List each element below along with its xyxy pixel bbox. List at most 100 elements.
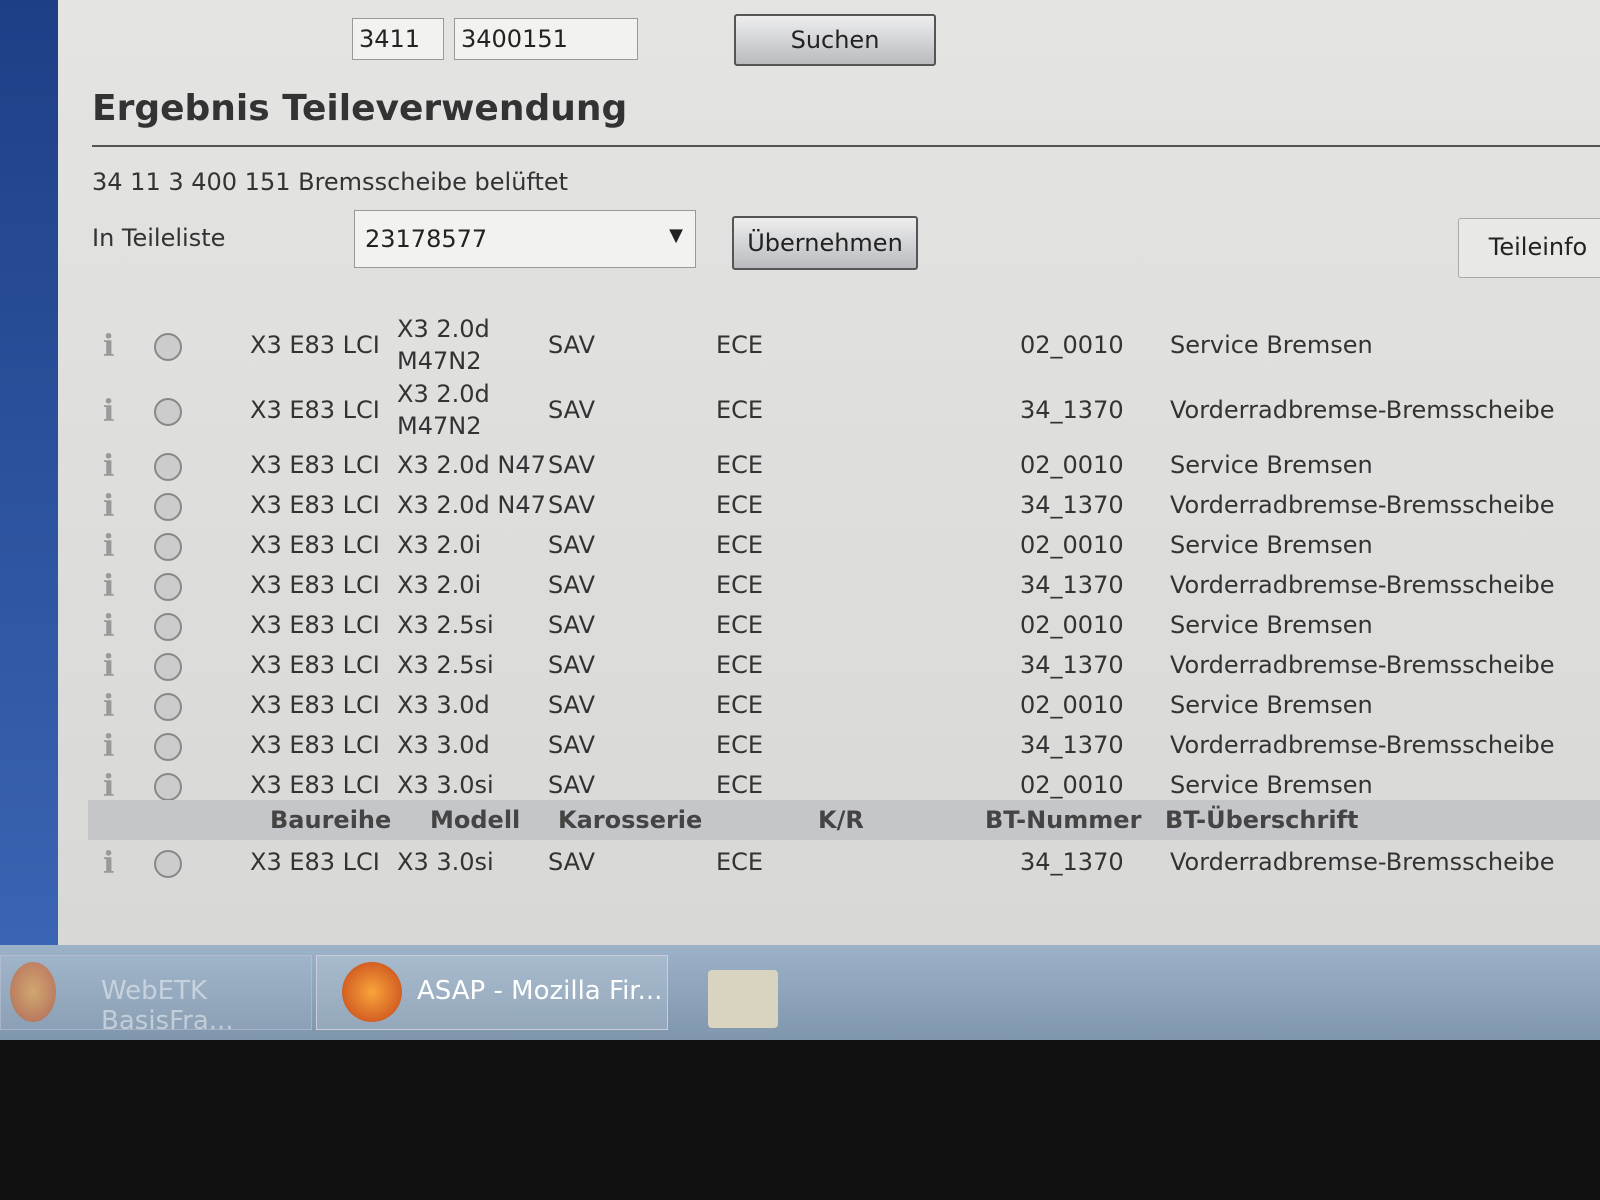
body-type: SAV [548,491,595,519]
info-icon: i [103,529,115,564]
taskbar [0,945,1600,1040]
series: X3 E83 LCI [250,531,380,559]
body-type: SAV [548,571,595,599]
info-icon: i [103,569,115,604]
market: ECE [716,396,764,424]
body-type: SAV [548,771,595,799]
model: X3 2.0d N47 [397,451,546,479]
series: X3 E83 LCI [250,331,380,359]
group-number: 02_0010 [1020,771,1124,799]
search-button[interactable]: Suchen [734,14,936,66]
info-icon: i [103,846,115,881]
body-type: SAV [548,691,595,719]
radio[interactable] [154,533,182,561]
body-type: SAV [548,531,595,559]
group-title: Service Bremsen [1170,771,1373,799]
group-title: Service Bremsen [1170,531,1373,559]
body-type: SAV [548,331,595,359]
model: X3 2.0d M47N2 [397,315,490,375]
search-field[interactable]: 3400151 [454,18,638,60]
market: ECE [716,331,764,359]
series: X3 E83 LCI [250,771,380,799]
info-icon: i [103,649,115,684]
info-icon: i [103,769,115,804]
series: X3 E83 LCI [250,848,380,876]
model: X3 2.5si [397,611,494,639]
body-type: SAV [548,731,595,759]
market: ECE [716,691,764,719]
model: X3 2.5si [397,651,494,679]
group-title: Service Bremsen [1170,611,1373,639]
folder-icon[interactable] [708,970,778,1028]
group-title: Vorderradbremse-Bremsscheibe [1170,848,1555,876]
group-number: 02_0010 [1020,451,1124,479]
radio[interactable] [154,493,182,521]
list-label: In Teileliste [92,224,226,252]
body-type: SAV [548,651,595,679]
model: X3 2.0d M47N2 [397,380,490,440]
part-description: 34 11 3 400 151 Bremsscheibe belüftet [92,168,569,196]
radio[interactable] [154,653,182,681]
group-number: 34_1370 [1020,396,1124,424]
divider [92,145,1600,147]
model: X3 3.0si [397,771,494,799]
apply-button[interactable]: Übernehmen [732,216,918,270]
radio[interactable] [154,398,182,426]
group-number: 34_1370 [1020,491,1124,519]
group-number: 02_0010 [1020,531,1124,559]
info-icon: i [103,729,115,764]
info-button[interactable]: Teileinfo [1458,218,1600,278]
column-header: Baureihe [270,806,392,834]
info-icon: i [103,489,115,524]
radio[interactable] [154,333,182,361]
group-title: Vorderradbremse-Bremsscheibe [1170,491,1555,519]
app-panel [58,0,1600,945]
search-field[interactable]: 3411 [352,18,444,60]
group-title: Vorderradbremse-Bremsscheibe [1170,651,1555,679]
market: ECE [716,571,764,599]
series: X3 E83 LCI [250,691,380,719]
column-header: Karosserie [558,806,703,834]
series: X3 E83 LCI [250,731,380,759]
dropdown-value: 23178577 [365,225,488,253]
series: X3 E83 LCI [250,491,380,519]
model: X3 3.0d [397,731,490,759]
group-title: Vorderradbremse-Bremsscheibe [1170,396,1555,424]
group-number: 34_1370 [1020,571,1124,599]
series: X3 E83 LCI [250,611,380,639]
market: ECE [716,531,764,559]
market: ECE [716,848,764,876]
model: X3 2.0i [397,531,482,559]
firefox-icon [10,962,56,1022]
radio[interactable] [154,573,182,601]
header-row [88,800,1600,840]
radio[interactable] [154,733,182,761]
series: X3 E83 LCI [250,396,380,424]
firefox-icon [342,962,402,1022]
radio[interactable] [154,773,182,801]
series: X3 E83 LCI [250,571,380,599]
series: X3 E83 LCI [250,651,380,679]
model: X3 3.0d [397,691,490,719]
group-title: Vorderradbremse-Bremsscheibe [1170,731,1555,759]
radio[interactable] [154,453,182,481]
radio[interactable] [154,850,182,878]
group-number: 02_0010 [1020,331,1124,359]
list-dropdown[interactable]: 23178577 ▼ [354,210,696,268]
info-icon: i [103,329,115,364]
market: ECE [716,611,764,639]
group-number: 02_0010 [1020,611,1124,639]
body-type: SAV [548,396,595,424]
group-title: Service Bremsen [1170,451,1373,479]
model: X3 2.0d N47 [397,491,546,519]
radio[interactable] [154,693,182,721]
market: ECE [716,731,764,759]
group-number: 34_1370 [1020,848,1124,876]
market: ECE [716,491,764,519]
column-header: Modell [430,806,521,834]
radio[interactable] [154,613,182,641]
model: X3 2.0i [397,571,482,599]
info-icon: i [103,449,115,484]
group-number: 34_1370 [1020,731,1124,759]
